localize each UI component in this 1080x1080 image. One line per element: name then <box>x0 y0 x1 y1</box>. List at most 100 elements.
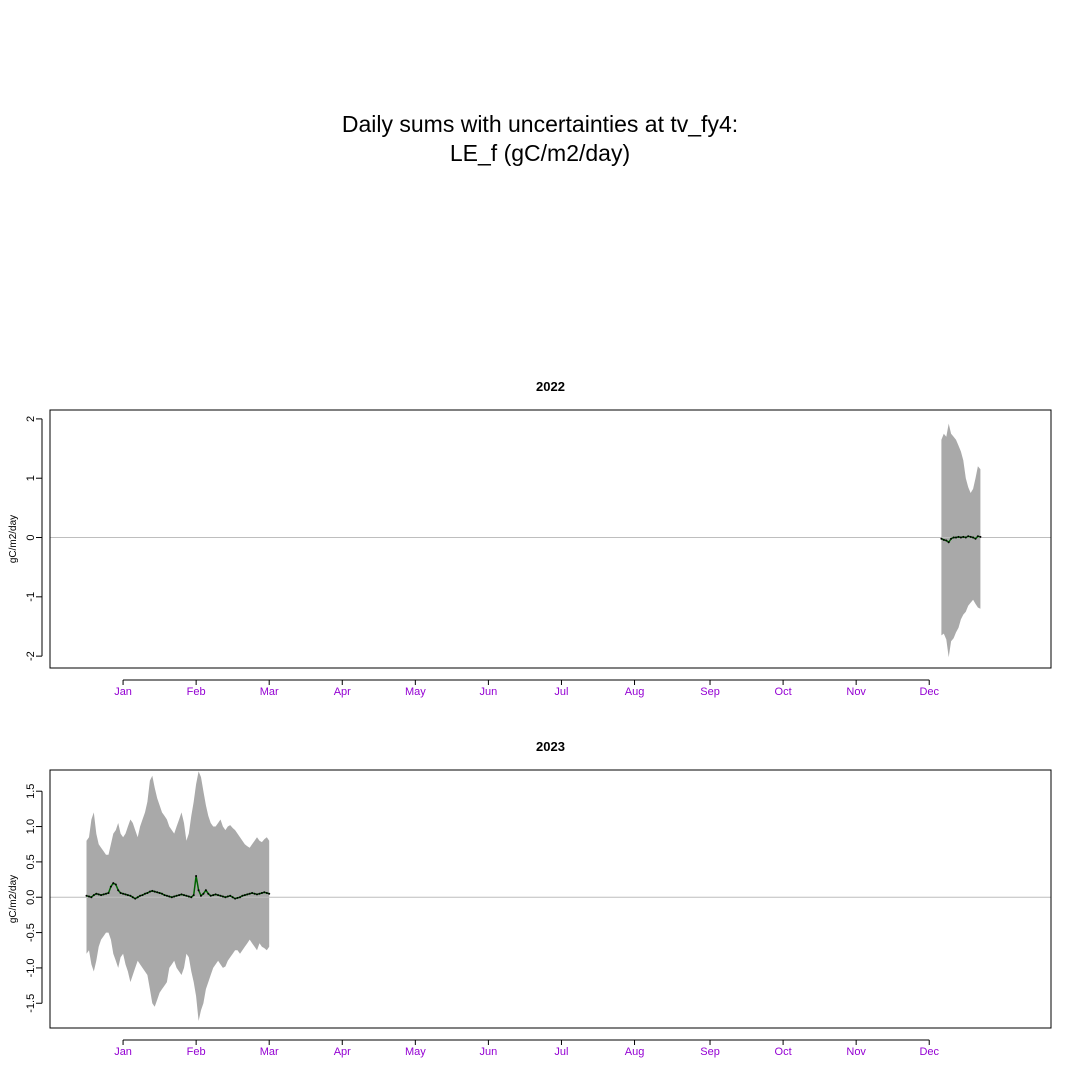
data-point <box>219 894 222 897</box>
panel-title: 2022 <box>536 379 565 394</box>
data-point <box>217 894 220 897</box>
data-point <box>962 535 965 538</box>
data-point <box>945 539 948 542</box>
data-point <box>236 896 239 899</box>
data-point <box>241 894 244 897</box>
x-tick-label: May <box>405 686 426 698</box>
data-point <box>224 896 227 899</box>
data-point <box>183 894 185 897</box>
data-point <box>163 894 166 897</box>
data-point <box>251 892 254 894</box>
data-point <box>136 896 139 899</box>
data-point <box>260 892 263 894</box>
x-tick-label: Sep <box>700 686 720 698</box>
x-tick-label: Oct <box>775 1046 792 1058</box>
chart-title: Daily sums with uncertainties at tv_fy4:… <box>0 110 1080 168</box>
data-point <box>976 535 979 538</box>
data-point <box>214 893 217 896</box>
data-point <box>195 875 198 877</box>
data-point <box>85 894 88 897</box>
x-tick-label: Sep <box>700 1046 720 1058</box>
x-tick-label: Mar <box>260 686 279 698</box>
plot-frame <box>49 409 1052 669</box>
data-point <box>229 894 232 897</box>
y-tick-label: -1.0 <box>25 958 37 977</box>
data-point <box>239 896 241 899</box>
data-point <box>178 894 181 897</box>
data-point <box>246 893 249 896</box>
data-point <box>192 894 195 897</box>
data-point <box>161 892 163 895</box>
data-point <box>148 890 151 893</box>
data-point <box>185 894 188 897</box>
y-tick-label: -1 <box>25 592 37 602</box>
data-point <box>212 894 215 897</box>
x-tick-label: Feb <box>187 686 206 698</box>
x-tick-label: Jun <box>480 686 498 698</box>
data-point <box>959 536 962 539</box>
data-point <box>97 893 100 896</box>
chart-title-line-1: Daily sums with uncertainties at tv_fy4: <box>341 111 739 137</box>
x-tick-label: Dec <box>919 686 939 698</box>
x-tick-label: Aug <box>625 1046 645 1058</box>
data-point <box>253 892 256 895</box>
data-point <box>156 891 159 894</box>
data-point <box>168 895 171 898</box>
data-point <box>204 889 207 892</box>
x-tick-label: Jul <box>554 686 568 698</box>
data-point <box>221 895 224 898</box>
data-point <box>134 897 137 900</box>
data-point <box>942 538 945 541</box>
data-point <box>947 541 950 544</box>
data-point <box>146 892 149 894</box>
data-point <box>117 889 120 892</box>
data-point <box>268 892 271 895</box>
data-point <box>100 894 103 897</box>
data-point <box>119 892 122 894</box>
x-tick-label: Jun <box>480 1046 498 1058</box>
data-point <box>144 892 146 895</box>
series-line <box>86 875 270 900</box>
uncertainty-band <box>941 423 981 658</box>
data-point <box>256 893 258 896</box>
data-point <box>940 537 943 540</box>
data-point <box>158 892 161 894</box>
data-point <box>131 896 134 899</box>
y-tick-label: 1.5 <box>25 784 37 799</box>
data-point <box>197 889 200 892</box>
chart-title-line-2: LE_f (gC/m2/day) <box>449 140 631 166</box>
data-point <box>207 892 210 895</box>
data-point <box>226 895 229 898</box>
data-point <box>88 895 90 898</box>
x-tick-label: Jan <box>114 1046 132 1058</box>
y-tick-label: -0.5 <box>25 923 37 942</box>
data-point <box>955 536 957 539</box>
data-point <box>209 894 212 897</box>
y-axis-label: gC/m2/day <box>8 875 19 923</box>
data-point <box>92 894 95 897</box>
data-point <box>190 896 193 899</box>
data-point <box>90 896 93 899</box>
data-point <box>95 892 98 895</box>
data-point <box>124 893 127 896</box>
data-point <box>165 894 168 897</box>
x-tick-label: Aug <box>625 686 645 698</box>
data-point <box>187 895 190 898</box>
plot-frame <box>49 769 1052 1029</box>
data-point <box>969 535 972 538</box>
data-point <box>263 891 266 894</box>
data-point <box>243 894 246 897</box>
data-point <box>139 894 142 897</box>
y-tick-label: 0 <box>25 534 37 540</box>
data-point <box>950 537 953 540</box>
x-tick-label: Jul <box>554 1046 568 1058</box>
y-tick-label: 2 <box>25 416 37 422</box>
data-point <box>972 536 975 539</box>
data-point <box>202 892 205 895</box>
y-tick-label: 0.5 <box>25 854 37 869</box>
data-point <box>175 894 178 897</box>
data-point <box>173 895 176 898</box>
data-point <box>105 892 107 895</box>
data-point <box>151 889 154 892</box>
